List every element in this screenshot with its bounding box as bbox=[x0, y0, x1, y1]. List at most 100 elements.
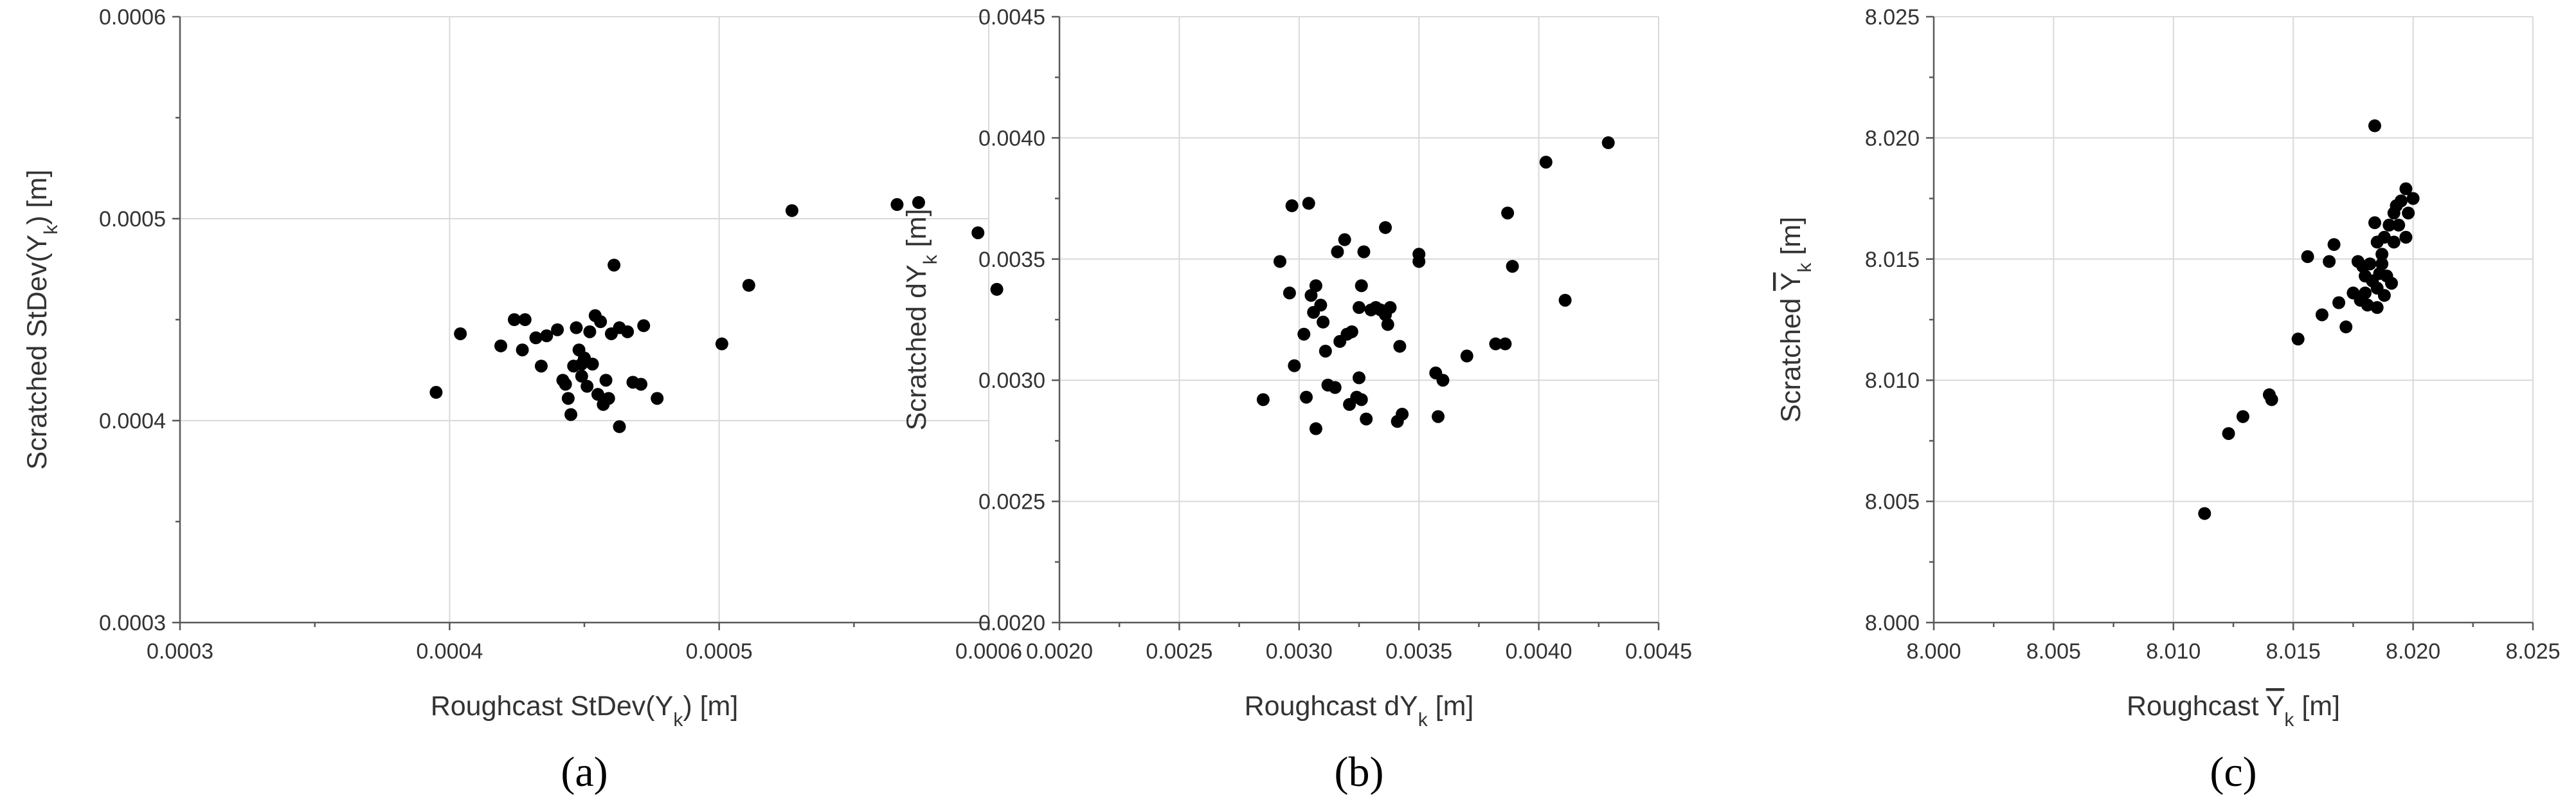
x-tick-label: 0.0020 bbox=[1026, 639, 1093, 664]
x-axis-title: Roughcast dYk [m] bbox=[1245, 691, 1474, 731]
scatter-point bbox=[2363, 257, 2377, 271]
x-tick-label: 8.005 bbox=[2026, 639, 2081, 664]
scatter-point bbox=[2359, 286, 2372, 300]
scatter-point bbox=[575, 369, 588, 383]
y-tick-label: 0.0003 bbox=[99, 611, 166, 635]
scatter-point bbox=[2327, 238, 2341, 251]
scatter-point bbox=[1304, 289, 1318, 302]
scatter-point bbox=[564, 408, 578, 421]
scatter-point bbox=[594, 315, 608, 329]
scatter-point bbox=[1314, 298, 1328, 312]
scatter-point bbox=[2339, 320, 2353, 334]
scatter-point bbox=[599, 374, 613, 387]
scatter-point bbox=[2291, 333, 2305, 346]
scatter-point bbox=[621, 325, 635, 338]
scatter-point bbox=[1412, 255, 1426, 268]
y-tick-label: 8.000 bbox=[1865, 611, 1920, 635]
scatter-point bbox=[570, 321, 583, 334]
axis-title-text: Scratched dY bbox=[901, 264, 932, 430]
scatter-point bbox=[2406, 192, 2420, 205]
scatter-point bbox=[1338, 233, 1351, 246]
scatter-point bbox=[551, 323, 564, 336]
scatter-point bbox=[2385, 277, 2399, 290]
scatter-point bbox=[2375, 257, 2389, 271]
scatter-point bbox=[2368, 216, 2381, 230]
scatter-point bbox=[785, 204, 798, 217]
scatter-point bbox=[608, 259, 621, 272]
y-tick-label: 0.0040 bbox=[978, 126, 1045, 150]
scatter-panel-1: 0.0003 0.0004 0.0005 0.0006 0.0003 0.0004 0.00… bbox=[22, 5, 1022, 796]
axis-title-subscript: k bbox=[41, 224, 62, 235]
scatter-point bbox=[1353, 371, 1365, 385]
scatter-point bbox=[2392, 219, 2406, 232]
scatter-point bbox=[2377, 289, 2391, 302]
scatter-point bbox=[516, 343, 529, 357]
scatter-point bbox=[1285, 199, 1299, 212]
axis-title-subscript: k bbox=[673, 709, 683, 731]
scatter-point bbox=[1393, 340, 1407, 353]
scatter-point bbox=[1558, 293, 1572, 307]
scatter-point bbox=[1283, 286, 1296, 300]
scatter-point bbox=[635, 378, 648, 391]
scatter-point bbox=[742, 278, 755, 292]
scatter-point bbox=[890, 198, 904, 212]
x-tick-label: 8.010 bbox=[2146, 639, 2201, 664]
scatter-point bbox=[1381, 318, 1394, 331]
scatter-point bbox=[1273, 255, 1286, 268]
scatter-point bbox=[2323, 255, 2336, 268]
x-axis-title: Roughcast Yk [m] bbox=[2127, 691, 2340, 731]
scatter-point bbox=[971, 226, 985, 239]
scatter-point bbox=[2394, 194, 2408, 208]
scatter-point bbox=[651, 392, 664, 405]
scatter-point bbox=[2375, 248, 2389, 261]
y-axis-title: Scratched dYk [m] bbox=[901, 209, 941, 431]
scatter-point bbox=[1379, 221, 1392, 234]
axis-title-unit: [m] bbox=[1776, 217, 1806, 263]
scatter-point bbox=[1357, 245, 1371, 259]
scatter-point bbox=[1499, 337, 1512, 351]
scatter-point bbox=[1345, 325, 1358, 338]
x-tick-label: 0.0035 bbox=[1385, 639, 1452, 664]
scatter-point bbox=[429, 386, 443, 399]
axis-title-text: Scratched bbox=[1776, 291, 1806, 423]
y-tick-label: 8.015 bbox=[1865, 248, 1920, 272]
scatter-point bbox=[2402, 206, 2415, 220]
axis-title-text: Roughcast StDev(Y bbox=[431, 691, 674, 722]
axis-title-text: Roughcast bbox=[2127, 691, 2266, 722]
x-tick-label: 0.0006 bbox=[955, 639, 1022, 664]
axis-title-unit: [m] bbox=[2294, 691, 2340, 722]
scatter-point bbox=[1256, 393, 1270, 406]
scatter-point bbox=[575, 358, 588, 371]
scatter-point bbox=[2198, 507, 2211, 520]
y-tick-label: 0.0045 bbox=[978, 5, 1045, 30]
axis-title-unit: ) [m] bbox=[683, 691, 738, 722]
scatter-point bbox=[1501, 206, 1515, 220]
scatter-point bbox=[912, 196, 925, 209]
y-tick-label: 0.0020 bbox=[978, 611, 1045, 635]
scatter-point bbox=[2265, 393, 2278, 406]
scatter-point bbox=[1302, 197, 1315, 210]
scatter-point bbox=[529, 331, 543, 345]
y-tick-label: 0.0004 bbox=[99, 409, 166, 433]
y-tick-label: 0.0025 bbox=[978, 490, 1045, 515]
scatter-point bbox=[2382, 219, 2396, 232]
scatter-point bbox=[586, 358, 599, 371]
y-tick-label: 0.0006 bbox=[99, 5, 166, 30]
scatter-point bbox=[1539, 156, 1553, 169]
axis-title-subscript: k bbox=[920, 254, 941, 264]
axis-title-subscript: k bbox=[1794, 262, 1815, 273]
scatter-point bbox=[561, 392, 575, 405]
scatter-point bbox=[1432, 410, 1445, 423]
scatter-point bbox=[1319, 344, 1332, 358]
scatter-point bbox=[2301, 250, 2314, 264]
y-tick-label: 8.005 bbox=[1865, 490, 1920, 515]
x-axis-title: Roughcast StDev(Yk) [m] bbox=[431, 691, 739, 731]
scatter-point bbox=[540, 329, 554, 343]
scatter-point bbox=[1297, 327, 1311, 341]
scatter-point bbox=[581, 379, 594, 393]
scatter-point bbox=[2332, 296, 2346, 309]
x-tick-label: 0.0030 bbox=[1266, 639, 1333, 664]
axis-title-unit: [m] bbox=[901, 209, 932, 255]
scatter-point bbox=[1601, 136, 1615, 149]
